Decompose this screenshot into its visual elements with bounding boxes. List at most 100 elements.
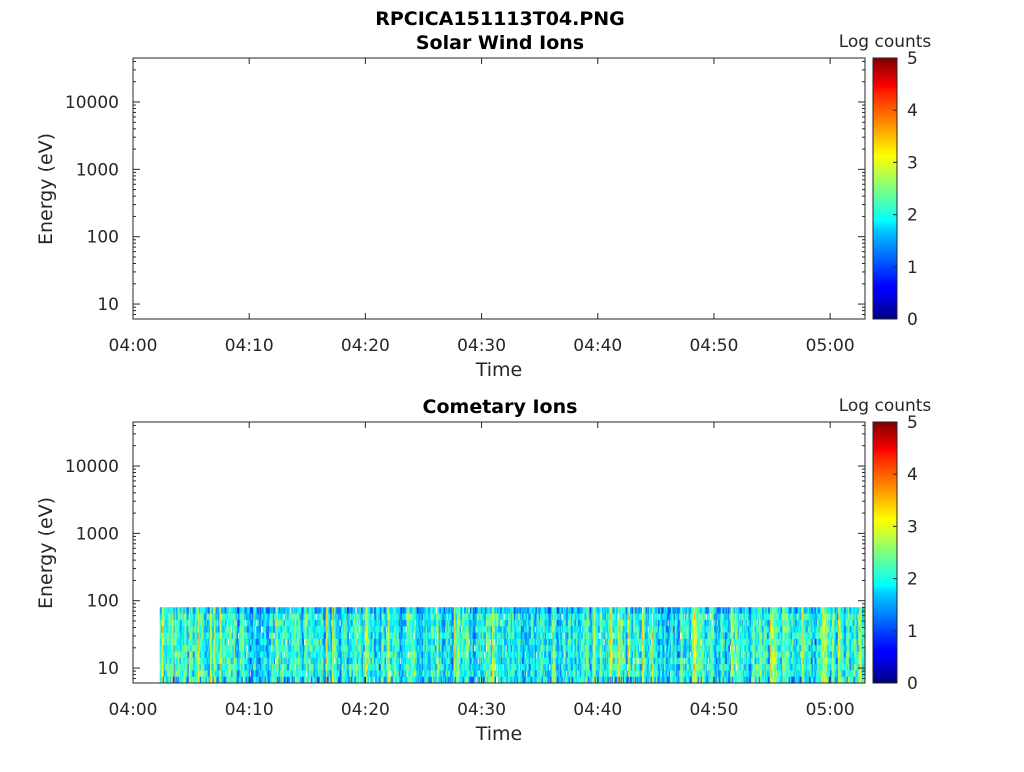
spectrogram-cell xyxy=(477,658,478,665)
spectrogram-cell xyxy=(493,639,494,646)
spectrogram-cell xyxy=(563,632,564,639)
spectrogram-cell xyxy=(475,677,476,684)
spectrogram-cell xyxy=(434,632,435,639)
spectrogram-cell xyxy=(348,632,349,639)
spectrogram-cell xyxy=(462,607,463,614)
spectrogram-cell xyxy=(489,639,490,646)
spectrogram-cell xyxy=(414,620,415,627)
spectrogram-cell xyxy=(356,620,357,627)
spectrogram-cell xyxy=(368,677,369,684)
solar-wind-title: Solar Wind Ions xyxy=(416,32,584,54)
spectrogram-cell xyxy=(550,632,551,639)
spectrogram-cell xyxy=(273,632,274,639)
spectrogram-cell xyxy=(563,651,564,658)
spectrogram-cell xyxy=(483,651,484,658)
spectrogram-cell xyxy=(542,651,543,658)
spectrogram-cell xyxy=(525,670,526,677)
spectrogram-cell xyxy=(333,658,334,665)
spectrogram-cell xyxy=(339,620,340,627)
spectrogram-cell xyxy=(494,664,495,671)
cometary-title: Cometary Ions xyxy=(423,396,578,418)
spectrogram-cell xyxy=(505,645,506,652)
spectrogram-cell xyxy=(254,626,255,633)
spectrogram-cell xyxy=(565,670,566,677)
spectrogram-cell xyxy=(460,626,461,633)
spectrogram-cell xyxy=(561,614,562,621)
spectrogram-cell xyxy=(303,639,304,646)
solar-wind-y-tick-label: 10000 xyxy=(65,93,119,113)
solar-wind-x-tick-label: 05:00 xyxy=(806,336,855,356)
spectrogram-cell xyxy=(502,664,503,671)
spectrogram-cell xyxy=(246,645,247,652)
spectrogram-cell xyxy=(524,651,525,658)
spectrogram-cell xyxy=(535,651,536,658)
cometary-spectrogram xyxy=(160,607,865,683)
spectrogram-cell xyxy=(534,626,535,633)
solar-wind-colorbar-tick-label: 2 xyxy=(907,206,918,226)
spectrogram-cell xyxy=(518,664,519,671)
spectrogram-cell xyxy=(358,626,359,633)
solar-wind-x-tick-label: 04:40 xyxy=(573,336,622,356)
spectrogram-cell xyxy=(228,670,229,677)
spectrogram-cell xyxy=(468,607,469,614)
solar-wind-colorbar-tick-label: 4 xyxy=(907,101,918,121)
spectrogram-cell xyxy=(237,632,238,639)
spectrogram-cell xyxy=(485,645,486,652)
spectrogram-cell xyxy=(283,651,284,658)
spectrogram-cell xyxy=(264,632,265,639)
figure-title: RPCICA151113T04.PNG xyxy=(375,8,625,30)
solar-wind-y-tick-label: 100 xyxy=(87,228,119,248)
spectrogram-cell xyxy=(572,645,573,652)
solar-wind-x-tick-label: 04:20 xyxy=(341,336,390,356)
solar-wind-colorbar-tick-label: 1 xyxy=(907,258,918,278)
spectrogram-cell xyxy=(502,639,503,646)
spectrogram-cell xyxy=(385,626,386,633)
spectrogram-cell xyxy=(373,677,374,684)
spectrogram-cell xyxy=(300,670,301,677)
solar-wind-colorbar-tick-label: 3 xyxy=(907,153,918,173)
spectrogram-cell xyxy=(466,651,467,658)
solar-wind-x-tick-label: 04:10 xyxy=(225,336,274,356)
spectrogram-cell xyxy=(230,626,231,633)
spectrogram-cell xyxy=(249,670,250,677)
spectrogram-cell xyxy=(436,632,437,639)
spectrogram-cell xyxy=(355,607,356,614)
spectrogram-cell xyxy=(435,607,436,614)
solar-wind-x-tick-label: 04:50 xyxy=(689,336,738,356)
spectrogram-cell xyxy=(356,632,357,639)
spectrogram-cell xyxy=(255,620,256,627)
spectrogram-cell xyxy=(289,607,290,614)
spectrogram-cell xyxy=(548,664,549,671)
spectrogram-cell xyxy=(389,670,390,677)
spectrogram-cell xyxy=(227,639,228,646)
spectrogram-cell xyxy=(244,620,245,627)
spectrogram-cell xyxy=(478,670,479,677)
solar-wind-colorbar-tick-label: 0 xyxy=(907,310,918,330)
spectrogram-cell xyxy=(495,677,496,684)
spectrogram-cell xyxy=(285,639,286,646)
spectrogram-cell xyxy=(500,620,501,627)
spectrogram-cell xyxy=(235,620,236,627)
solar-wind-x-label: Time xyxy=(475,359,523,381)
solar-wind-colorbar xyxy=(873,58,897,319)
spectrogram-cell xyxy=(309,677,310,684)
spectrogram-cell xyxy=(305,670,306,677)
solar-wind-y-tick-label: 1000 xyxy=(76,160,119,180)
spectrogram-cell xyxy=(283,614,284,621)
solar-wind-plot-frame xyxy=(133,58,865,319)
spectrogram-cell xyxy=(407,651,408,658)
spectrogram-cell xyxy=(270,645,271,652)
spectrogram-cell xyxy=(354,658,355,665)
spectrogram-cell xyxy=(378,651,379,658)
solar-wind-y-label: Energy (eV) xyxy=(35,133,57,245)
spectrogram-cell xyxy=(548,632,549,639)
spectrogram-cell xyxy=(245,651,246,658)
spectrogram-cell xyxy=(473,645,474,652)
spectrogram-cell xyxy=(385,658,386,665)
spectrogram-cell xyxy=(496,664,497,671)
